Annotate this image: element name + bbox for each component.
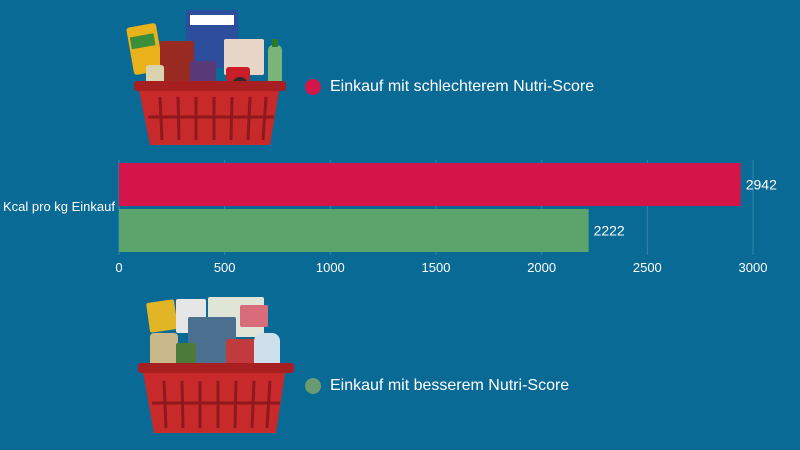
x-tick-label: 2000 <box>527 260 556 275</box>
bar-value-label: 2942 <box>746 177 777 193</box>
x-tick-label: 1000 <box>316 260 345 275</box>
x-tick-label: 3000 <box>739 260 768 275</box>
bottom-basket-image <box>138 297 294 433</box>
legend-better-label: Einkauf mit besserem Nutri-Score <box>330 377 570 394</box>
bar-value-label: 2222 <box>594 223 625 239</box>
legend-better-dot-icon <box>305 378 321 394</box>
bar-worse <box>119 163 741 206</box>
basket-body-top <box>134 81 286 145</box>
category-label: Kcal pro kg Einkauf <box>3 199 115 214</box>
x-tick-label: 500 <box>214 260 236 275</box>
x-tick-label: 2500 <box>633 260 662 275</box>
bar-better <box>119 209 589 252</box>
x-tick-label: 1500 <box>422 260 451 275</box>
top-basket-image <box>126 10 286 145</box>
legend-worse-dot-icon <box>305 79 321 95</box>
legend-better: Einkauf mit besserem Nutri-Score <box>305 377 569 395</box>
legend-worse-label: Einkauf mit schlechterem Nutri-Score <box>330 78 595 95</box>
x-tick-label: 0 <box>115 260 122 275</box>
legend-worse: Einkauf mit schlechterem Nutri-Score <box>305 78 594 96</box>
basket-body-bottom <box>138 363 294 433</box>
